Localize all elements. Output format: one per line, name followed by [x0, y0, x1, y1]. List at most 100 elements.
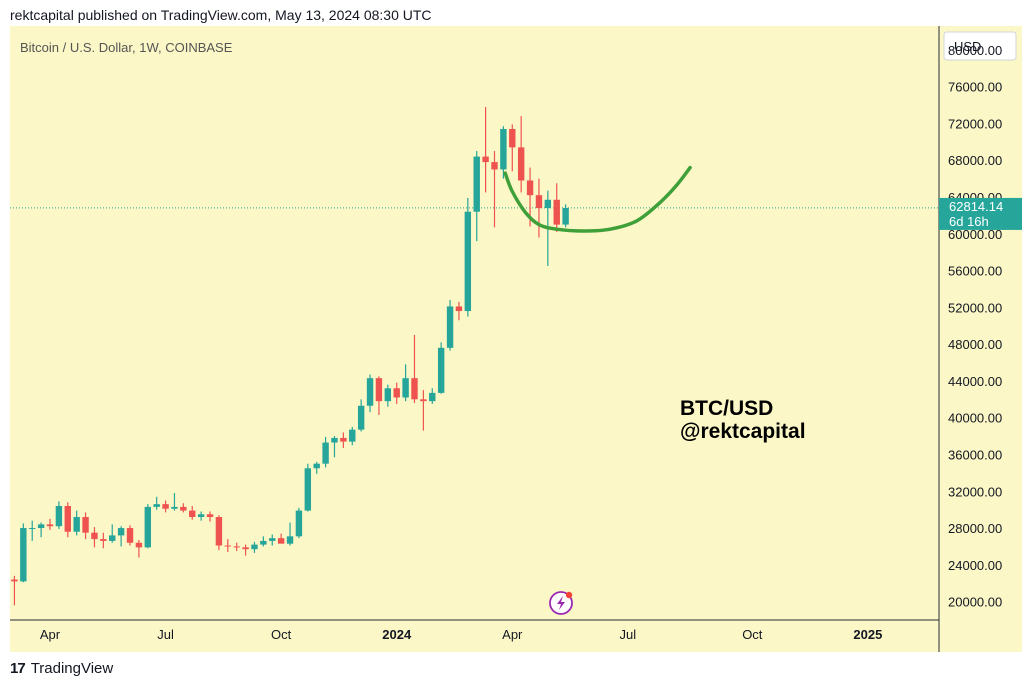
- candle-body: [562, 207, 569, 225]
- candle-body: [491, 162, 498, 170]
- candle: [55, 501, 63, 529]
- candle-body: [304, 468, 312, 511]
- candle: [464, 197, 472, 317]
- candle-body: [482, 156, 489, 163]
- candle-body: [375, 378, 383, 402]
- candle: [109, 524, 116, 543]
- candle: [420, 390, 427, 431]
- candle: [455, 301, 463, 321]
- candle-body: [277, 538, 285, 544]
- candle: [446, 300, 454, 351]
- lightning-icon[interactable]: [549, 591, 573, 615]
- candle: [473, 151, 480, 242]
- candle: [11, 575, 18, 606]
- y-tick-label: 28000.00: [948, 521, 1002, 536]
- candle-body: [55, 505, 63, 527]
- candle-body: [473, 156, 480, 212]
- candle-body: [286, 536, 294, 544]
- candle-body: [153, 504, 160, 507]
- candle: [37, 522, 45, 538]
- candle: [251, 541, 258, 553]
- candle: [295, 507, 303, 539]
- candle-body: [322, 442, 329, 464]
- candle-body: [180, 506, 187, 511]
- plot-area: [10, 26, 939, 620]
- candle-body: [437, 347, 445, 393]
- y-tick-label: 68000.00: [948, 153, 1002, 168]
- candle: [304, 463, 312, 512]
- price-tag-bg: [939, 197, 1022, 230]
- candle-body: [197, 514, 205, 518]
- candle: [171, 493, 178, 511]
- btc-weekly-chart[interactable]: Bitcoin / U.S. Dollar, 1W, COINBASE USD …: [10, 26, 1022, 652]
- x-tick-label: Jul: [620, 627, 637, 642]
- candle-body: [340, 437, 347, 442]
- candle-body: [295, 510, 303, 537]
- y-tick-label: 24000.00: [948, 558, 1002, 573]
- candle: [562, 204, 569, 228]
- candle: [437, 342, 445, 394]
- x-tick-label: 2025: [853, 627, 882, 642]
- candle-body: [517, 147, 525, 181]
- price-tag-value: 62814.14: [949, 199, 1003, 214]
- price-axis[interactable]: 80000.0076000.0072000.0068000.0064000.00…: [948, 43, 1002, 610]
- candle: [402, 364, 409, 402]
- candle: [277, 533, 285, 544]
- candle: [357, 399, 365, 432]
- x-tick-label: Oct: [271, 627, 292, 642]
- candle-body: [269, 538, 276, 541]
- candle-body: [526, 180, 534, 196]
- candle: [20, 523, 27, 583]
- candle: [180, 503, 187, 513]
- candle-body: [46, 524, 54, 527]
- candle: [64, 502, 71, 538]
- price-tag: 62814.14 6d 16h: [939, 197, 1022, 230]
- y-tick-label: 52000.00: [948, 300, 1002, 315]
- candle: [349, 426, 356, 446]
- candle: [224, 539, 232, 552]
- candle: [269, 534, 276, 546]
- candle-body: [162, 504, 169, 509]
- candle-body: [384, 388, 392, 402]
- candle-body: [73, 517, 80, 532]
- candle-body: [206, 514, 214, 518]
- candle: [126, 525, 134, 546]
- candle-body: [429, 392, 436, 402]
- tv-logo-icon: 17: [10, 660, 26, 677]
- x-tick-label: Oct: [742, 627, 763, 642]
- candle: [100, 532, 107, 549]
- time-axis[interactable]: Apr Jul Oct 2024 Apr Jul Oct 2025: [40, 627, 882, 642]
- candle: [153, 496, 160, 510]
- candles-group: [11, 106, 569, 606]
- x-tick-label: 2024: [382, 627, 412, 642]
- candle: [189, 505, 196, 520]
- candle: [491, 151, 498, 228]
- candle: [242, 544, 249, 556]
- candle-body: [82, 517, 89, 533]
- y-tick-label: 48000.00: [948, 337, 1002, 352]
- candle-body: [455, 306, 463, 312]
- y-tick-label: 20000.00: [948, 595, 1002, 610]
- projection-curve: [503, 165, 692, 233]
- x-tick-label: Apr: [502, 627, 523, 642]
- candle-body: [126, 528, 134, 543]
- candle-body: [144, 506, 151, 548]
- candle-body: [242, 547, 249, 550]
- candle: [429, 388, 436, 404]
- candle: [340, 432, 347, 449]
- candle: [73, 510, 80, 536]
- candle: [313, 461, 320, 474]
- candle-body: [251, 544, 258, 550]
- candle-body: [171, 506, 178, 509]
- tradingview-logo[interactable]: 17 TradingView: [10, 660, 113, 677]
- candle: [535, 178, 543, 238]
- currency-selector[interactable]: [943, 31, 1017, 61]
- publisher-header: rektcapital published on TradingView.com…: [10, 7, 432, 23]
- candle-body: [109, 535, 116, 541]
- footer-brand: TradingView: [30, 660, 114, 677]
- candle: [144, 504, 151, 549]
- price-tag-countdown: 6d 16h: [949, 214, 989, 229]
- chart-title: Bitcoin / U.S. Dollar, 1W, COINBASE: [20, 40, 233, 55]
- candle: [384, 384, 392, 407]
- candle-body: [20, 528, 27, 582]
